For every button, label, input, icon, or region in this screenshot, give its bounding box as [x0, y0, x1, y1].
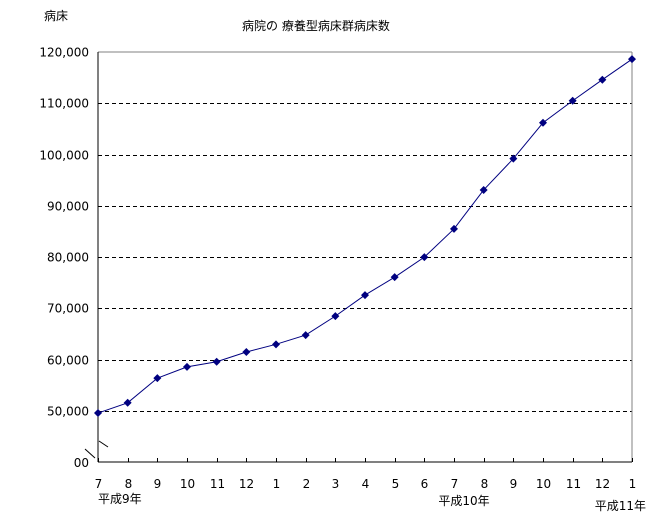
x-tick-label: 12 — [239, 477, 254, 491]
x-tick-label: 11 — [566, 477, 581, 491]
data-point — [598, 75, 607, 84]
x-tick-label: 7 — [95, 477, 103, 491]
data-point — [450, 224, 458, 233]
x-tick-label: 11 — [210, 477, 225, 491]
y-tick-label: 120,000 — [39, 46, 89, 60]
x-tick-label: 9 — [154, 477, 162, 491]
data-point — [123, 398, 132, 407]
x-tick-label: 8 — [125, 477, 133, 491]
x-tick-label: 12 — [595, 477, 610, 491]
x-tick-label: 9 — [510, 477, 518, 491]
x-tick-label: 10 — [180, 477, 195, 491]
x-tick-label: 5 — [392, 477, 400, 491]
data-point — [331, 312, 340, 321]
y-tick-label: 50,000 — [47, 405, 89, 419]
x-tick-label: 10 — [536, 477, 551, 491]
data-point — [153, 374, 162, 383]
y-axis-title: 病床 — [44, 8, 68, 23]
x-tick-label: 4 — [362, 477, 370, 491]
data-point — [301, 331, 310, 340]
data-point — [568, 96, 577, 105]
data-point — [509, 154, 518, 163]
x-tick-label: 8 — [481, 477, 489, 491]
x-tick-label: 1 — [273, 477, 281, 491]
y-tick-label-bottom: 00 — [74, 456, 89, 470]
axis-break-mark — [84, 448, 96, 459]
data-point — [479, 185, 488, 194]
series-line — [97, 58, 633, 414]
data-point — [242, 348, 251, 357]
data-point — [272, 340, 280, 349]
x-tick-label: 1 — [629, 477, 637, 491]
y-tick-label: 110,000 — [39, 97, 89, 111]
chart-title: 病院の 療養型病床群病床数 — [242, 18, 390, 33]
data-point — [628, 55, 636, 64]
y-tick-label: 80,000 — [47, 251, 89, 265]
x-tick-label: 7 — [451, 477, 459, 491]
y-tick-label: 60,000 — [47, 354, 89, 368]
year-label: 平成11年 — [595, 499, 646, 513]
x-tick-label: 2 — [303, 477, 311, 491]
year-label: 平成10年 — [438, 494, 489, 508]
x-tick-label: 3 — [332, 477, 340, 491]
data-point — [390, 273, 399, 282]
y-tick-label: 70,000 — [47, 302, 89, 316]
data-point — [539, 118, 547, 127]
data-point — [94, 409, 102, 418]
axis-break-mark — [98, 440, 109, 448]
data-point — [183, 362, 191, 371]
data-point — [420, 253, 429, 262]
data-point — [361, 291, 369, 300]
year-label: 平成9年 — [98, 492, 142, 506]
y-tick-label: 100,000 — [39, 149, 89, 163]
y-tick-label: 90,000 — [47, 200, 89, 214]
data-point — [212, 357, 221, 366]
x-tick-label: 6 — [421, 477, 429, 491]
